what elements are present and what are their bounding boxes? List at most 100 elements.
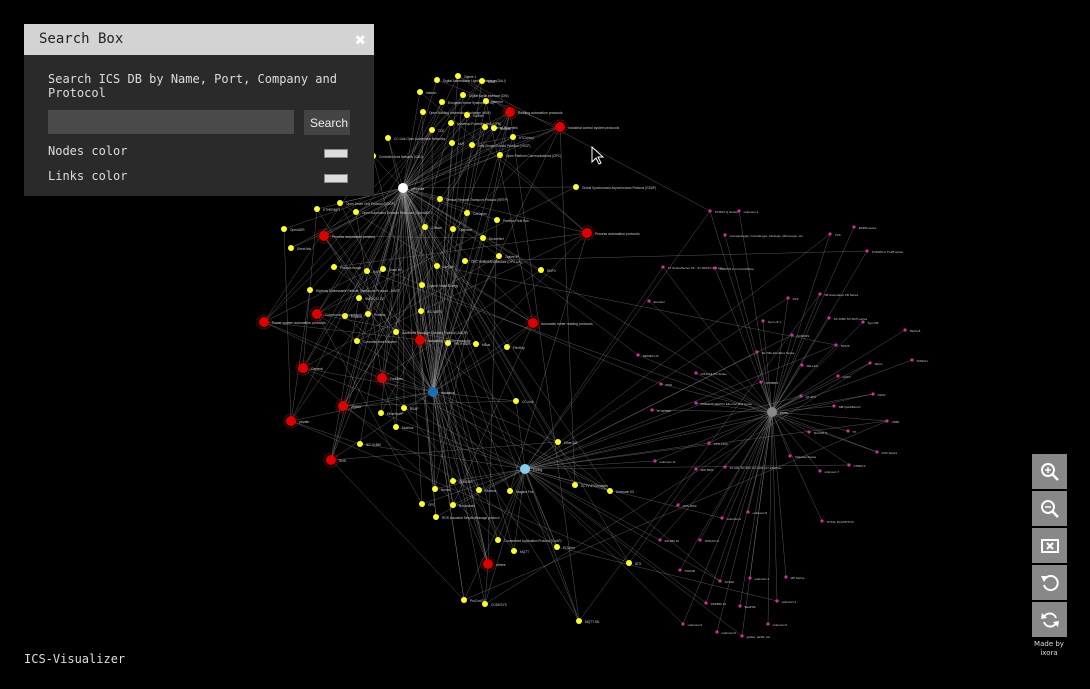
protocol-node[interactable]: Profibus [365,311,386,317]
protocol-node[interactable]: CANopen [464,210,487,216]
protocol-node[interactable]: PCWorx [554,544,575,550]
vendor-node[interactable]: HITACHI CS Series [694,371,727,376]
search-input[interactable] [48,110,294,134]
hub-node[interactable]: ports [767,407,788,417]
protocol-node[interactable]: IEC 61850 [357,441,381,447]
protocol-node[interactable]: Internet [483,98,503,104]
vendor-node[interactable]: FELLAU [800,363,818,368]
vendor-node[interactable]: ACROSS [790,333,809,338]
protocol-node[interactable]: Service Request Transport Protocol (SRTP… [437,196,508,202]
vendor-node[interactable]: unknown 9 [681,622,702,627]
protocol-node[interactable]: Global Synchronous Asynchronous Protocol… [573,184,656,190]
protocol-node[interactable]: Niagara Fox [507,488,534,494]
vendor-node[interactable]: TC AprilSF [650,408,671,413]
vendor-node[interactable]: SITECH [910,358,928,363]
vendor-node[interactable]: TAMUR [678,568,696,573]
vendor-node[interactable]: unknown 6 [766,622,787,627]
protocol-node[interactable]: Z-Wave [422,224,442,230]
vendor-node[interactable]: unknown 2 [720,516,741,521]
protocol-node[interactable]: xAP [449,140,464,146]
protocol-node[interactable]: ANSI C12.22 [356,295,384,301]
vendor-node[interactable]: SimCAT 5 [807,430,827,435]
protocol-node[interactable]: CCTV IP Encoders [572,482,608,488]
protocol-node[interactable]: Process Image [331,264,361,270]
protocol-node[interactable]: CC-Link Open Automation Networks [385,135,446,141]
protocol-node[interactable]: DNP3 [538,267,556,273]
vendor-node[interactable]: EK900 series [852,225,877,230]
vendor-node[interactable]: KNX Series [875,450,898,455]
vendor-node[interactable]: CompactLogix, ControlLogix, Flexlogix, M… [723,233,804,238]
protocol-node[interactable]: MQTT [511,548,529,554]
protocol-node[interactable]: Konnex [464,112,484,118]
protocol-node[interactable]: Insteon [417,89,437,95]
protocol-node[interactable]: Modbus [476,487,497,493]
category-node[interactable]: General [295,360,323,376]
protocol-node[interactable]: Open Platform Communications (OPC) [497,152,561,158]
vendor-node[interactable]: Sym LiF 1 [761,319,781,324]
close-icon[interactable]: ✖ [355,30,366,51]
protocol-node[interactable]: NetBus [491,125,511,131]
protocol-node[interactable]: Unknown 03 [607,488,634,494]
zoom-in-button[interactable] [1032,454,1067,489]
vendor-node[interactable]: ATW-1500 [707,441,728,446]
protocol-node[interactable]: Universal Powerline Bus (UPB) [448,120,501,126]
vendor-node[interactable]: unknown 4 [737,209,758,214]
category-node[interactable]: Communication protocol [309,306,362,322]
protocol-node[interactable]: CC-Link [513,398,534,404]
vendor-node[interactable]: FB Automation FB Series [818,292,859,297]
protocol-node[interactable]: Very Simple Control Protocol (VSCP) [469,142,530,148]
vendor-node[interactable]: TODOPLC TC28 series [865,249,903,254]
vendor-node[interactable]: unknown 3 [775,599,796,604]
category-node[interactable]: Automatic meter reading protocols [525,315,593,331]
vendor-node[interactable]: S7 Series/Series S5 - S7-300/S7-400 etc. [661,265,723,270]
vendor-node[interactable]: FE 7/8x-ECx/ECx Series [755,350,795,355]
vendor-node[interactable]: Sym KB [861,320,878,325]
protocol-node[interactable]: PROFIBUS [445,340,470,346]
category-node[interactable]: Power system automation protocols [256,314,326,330]
category-node[interactable]: SNS [323,452,347,468]
vendor-node[interactable]: SX 4050/ SX 5070 series [827,316,868,321]
vendor-node[interactable]: MW 5000 [694,467,714,472]
refresh-button[interactable] [1032,602,1067,637]
hub-node[interactable]: wifipedia [398,183,424,193]
vendor-node[interactable]: unknown 1 [748,576,769,581]
category-node[interactable]: Process automation protocol [316,228,375,244]
vendor-node[interactable]: SITRANS SERVO Ethernet M-8 series [694,401,752,406]
hub-node[interactable]: Industrial [428,387,455,397]
protocol-node[interactable]: Open Smart Grid Protocol (OSGP) [337,200,395,206]
protocol-node[interactable]: CODESYS [482,601,507,607]
vendor-node[interactable]: S7-200, S7-300, S7-1200, S7-1500 etc. [723,465,782,470]
protocol-node[interactable]: Nexus [432,486,450,492]
protocol-node[interactable]: ROS Industrial Simple Message protocol [433,514,500,520]
category-node[interactable]: Fieldbus [374,370,403,386]
vendor-node[interactable]: BeaPS6 [738,604,756,609]
protocol-node[interactable]: ProConOS [461,597,485,603]
vendor-node[interactable]: TX [846,429,856,434]
protocol-node[interactable]: Zigbee Smart Energy [419,282,459,288]
vendor-node[interactable]: TECH 8 [903,328,921,333]
protocol-node[interactable]: Advanced Message Queuing Protocol (AMQP) [393,329,468,335]
category-node[interactable]: Automotic network protocols [412,332,471,348]
protocol-node[interactable]: Open Building Information Exchange (oBIX… [420,109,491,115]
vendor-node[interactable]: G4CX [836,374,851,379]
vendor-node[interactable]: DSP800 JA [704,601,726,606]
vendor-node[interactable]: SYMAX Q Series [708,209,738,214]
protocol-node[interactable]: HTControl [510,134,534,140]
category-node[interactable]: Industrial control system protocols [552,119,620,135]
protocol-node[interactable]: European Home Systems (EHS) [439,99,494,105]
category-node[interactable]: private [283,413,309,429]
vendor-node[interactable]: Yaskawa Sigma [788,454,816,459]
protocol-node[interactable]: TCE [429,127,444,133]
protocol-node[interactable]: IEC 60870 [418,308,442,314]
vendor-node[interactable]: RH-860 ID [658,538,680,543]
protocol-node[interactable]: OPC [419,501,436,507]
protocol-node[interactable]: BSAP [479,78,497,84]
protocol-node[interactable]: Direct link [288,245,311,251]
reset-button[interactable] [1032,565,1067,600]
vendor-node[interactable]: unknown 7 [818,469,839,474]
vendor-node[interactable]: unknown 5 [715,630,736,635]
hub-node[interactable]: Ewing [520,464,542,474]
vendor-node[interactable]: SERIES UX [636,353,659,358]
vendor-node[interactable]: guidec, jac00, etc. [740,634,771,639]
